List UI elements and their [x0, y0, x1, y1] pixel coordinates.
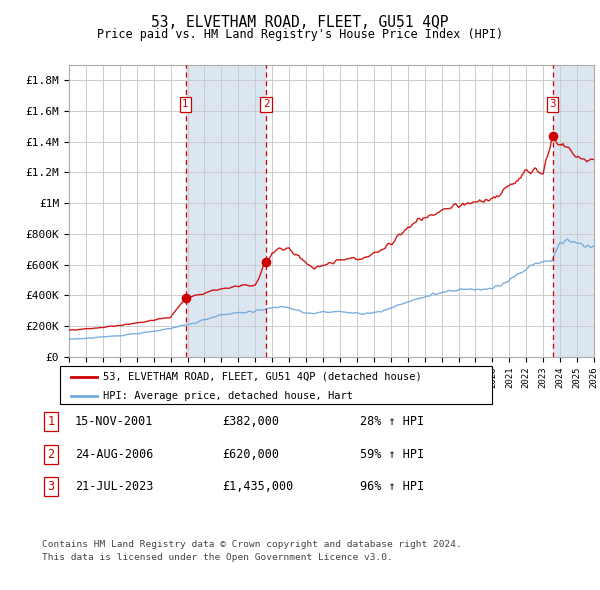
Text: Price paid vs. HM Land Registry's House Price Index (HPI): Price paid vs. HM Land Registry's House …	[97, 28, 503, 41]
Bar	[553, 65, 594, 357]
Text: HPI: Average price, detached house, Hart: HPI: Average price, detached house, Hart	[103, 391, 353, 401]
Text: 24-AUG-2006: 24-AUG-2006	[75, 448, 154, 461]
Text: 1: 1	[182, 99, 189, 109]
Text: 59% ↑ HPI: 59% ↑ HPI	[360, 448, 424, 461]
Text: 3: 3	[47, 480, 55, 493]
Text: 3: 3	[549, 99, 556, 109]
Text: 28% ↑ HPI: 28% ↑ HPI	[360, 415, 424, 428]
Text: £382,000: £382,000	[222, 415, 279, 428]
Text: This data is licensed under the Open Government Licence v3.0.: This data is licensed under the Open Gov…	[42, 553, 393, 562]
Text: 1: 1	[47, 415, 55, 428]
Text: 53, ELVETHAM ROAD, FLEET, GU51 4QP (detached house): 53, ELVETHAM ROAD, FLEET, GU51 4QP (deta…	[103, 372, 422, 382]
Text: 21-JUL-2023: 21-JUL-2023	[75, 480, 154, 493]
Text: 96% ↑ HPI: 96% ↑ HPI	[360, 480, 424, 493]
Text: 2: 2	[47, 448, 55, 461]
Text: 2: 2	[263, 99, 269, 109]
Text: 53, ELVETHAM ROAD, FLEET, GU51 4QP: 53, ELVETHAM ROAD, FLEET, GU51 4QP	[151, 15, 449, 30]
Text: 15-NOV-2001: 15-NOV-2001	[75, 415, 154, 428]
Bar	[185, 65, 266, 357]
Text: £620,000: £620,000	[222, 448, 279, 461]
Bar	[553, 65, 594, 357]
Text: Contains HM Land Registry data © Crown copyright and database right 2024.: Contains HM Land Registry data © Crown c…	[42, 540, 462, 549]
Text: £1,435,000: £1,435,000	[222, 480, 293, 493]
